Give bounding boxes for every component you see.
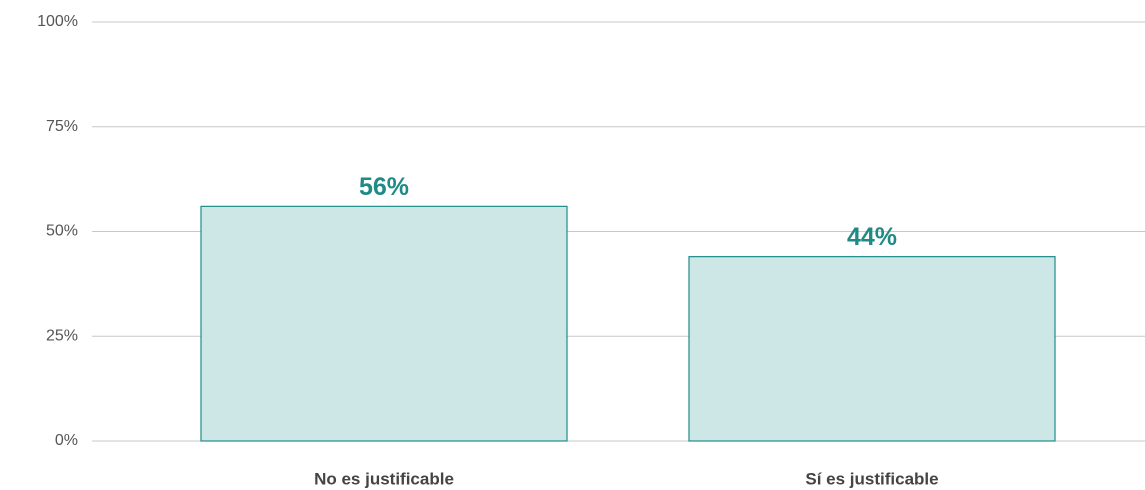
y-tick-label: 25% <box>46 327 78 344</box>
value-label: 56% <box>359 173 409 201</box>
bar <box>688 256 1056 442</box>
y-tick-label: 75% <box>46 118 78 135</box>
y-tick-label: 50% <box>46 223 78 240</box>
y-tick-label: 0% <box>55 432 78 449</box>
bar <box>200 205 568 442</box>
x-tick-label: No es justificable <box>314 469 454 488</box>
value-label: 44% <box>847 223 897 251</box>
y-tick-label: 100% <box>37 13 78 30</box>
x-tick-label: Sí es justificable <box>805 469 938 488</box>
